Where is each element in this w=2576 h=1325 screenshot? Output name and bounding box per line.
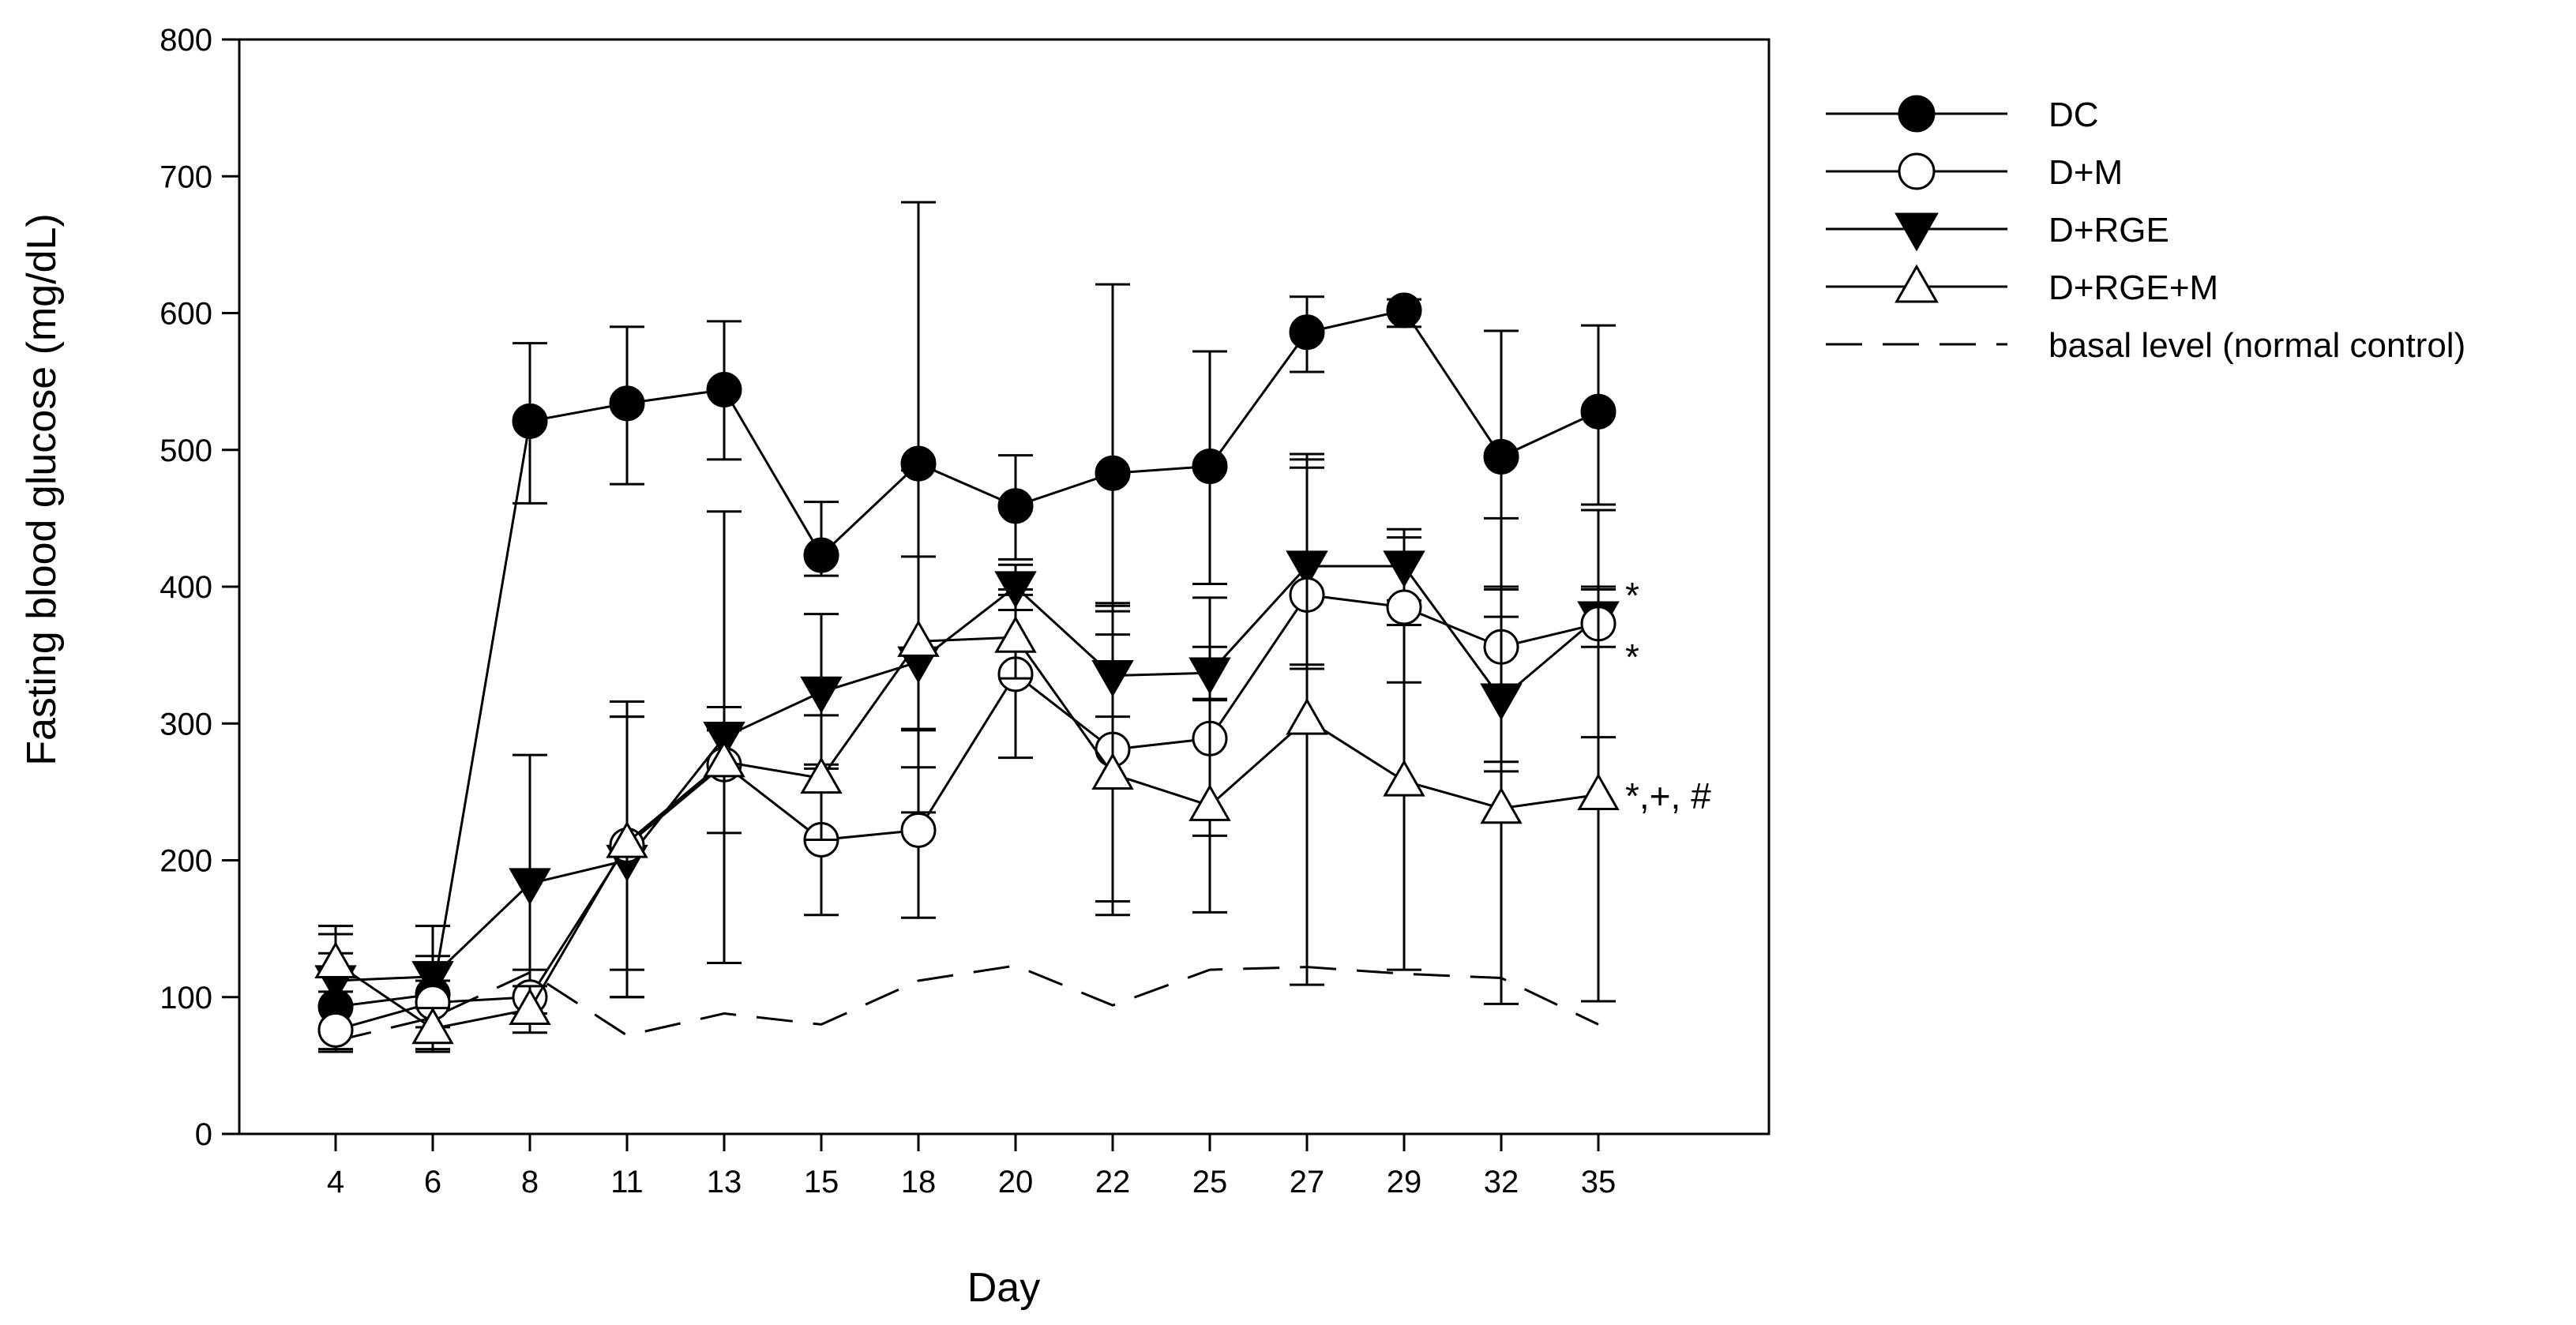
y-axis-title: Fasting blood glucose (mg/dL) xyxy=(19,213,65,766)
legend-marker xyxy=(1894,264,1939,303)
x-tick-label: 6 xyxy=(424,1165,441,1199)
data-point xyxy=(900,812,937,848)
data-point xyxy=(1580,393,1617,430)
data-point xyxy=(1289,314,1325,351)
y-axis: 0 100 200 300 400 500 600 700 800 xyxy=(160,23,239,1152)
legend-item-dc: DC xyxy=(1826,95,2099,134)
data-point xyxy=(1577,773,1620,810)
y-tick-label: 100 xyxy=(160,981,212,1015)
data-point xyxy=(897,620,940,657)
x-tick-label: 32 xyxy=(1484,1165,1519,1199)
legend-label: D+M xyxy=(2048,153,2123,192)
series-line xyxy=(335,593,1599,1031)
x-tick-label: 8 xyxy=(521,1165,539,1199)
data-point xyxy=(1091,753,1134,790)
series-dc xyxy=(317,201,1617,1053)
significance-annotation: * xyxy=(1625,636,1639,678)
data-point xyxy=(800,756,843,794)
x-tick-label: 15 xyxy=(804,1165,839,1199)
data-point xyxy=(1386,589,1422,625)
x-axis-title: Day xyxy=(967,1265,1040,1311)
x-tick-label: 13 xyxy=(707,1165,742,1199)
legend-marker xyxy=(1898,95,1936,133)
y-tick-label: 300 xyxy=(160,707,212,741)
y-tick-label: 800 xyxy=(160,23,212,58)
x-tick-label: 20 xyxy=(998,1165,1034,1199)
legend-item-basal-level-normal-control: basal level (normal control) xyxy=(1826,326,2465,365)
data-point xyxy=(1383,759,1425,797)
y-tick-label: 200 xyxy=(160,844,212,879)
data-point xyxy=(703,740,745,778)
data-point xyxy=(1480,786,1523,824)
legend-label: basal level (normal control) xyxy=(2048,326,2465,365)
legend-item-d-rge-m: D+RGE+M xyxy=(1826,264,2218,307)
series-layer xyxy=(314,201,1620,1053)
data-point xyxy=(1188,784,1231,821)
data-point xyxy=(509,868,551,906)
legend-label: DC xyxy=(2048,96,2099,134)
x-tick-label: 29 xyxy=(1387,1165,1422,1199)
x-tick-label: 27 xyxy=(1290,1165,1325,1199)
y-tick-label: 500 xyxy=(160,434,212,468)
data-point xyxy=(1192,449,1228,485)
series-line xyxy=(335,565,1599,982)
x-tick-label: 4 xyxy=(327,1165,344,1199)
significance-annotation: *,+, # xyxy=(1625,775,1711,816)
legend-marker xyxy=(1894,212,1939,252)
data-point xyxy=(314,941,357,979)
x-tick-label: 22 xyxy=(1095,1165,1131,1199)
y-tick-label: 700 xyxy=(160,160,212,194)
y-tick-label: 600 xyxy=(160,297,212,332)
series-line xyxy=(335,964,1599,1042)
legend-marker xyxy=(1898,152,1936,190)
legend-label: D+RGE xyxy=(2048,211,2169,250)
data-point xyxy=(803,537,839,573)
x-tick-label: 35 xyxy=(1581,1165,1617,1199)
x-tick-label: 11 xyxy=(610,1165,644,1199)
x-axis: 4 6 8 11 13 15 18 20 22 25 27 29 32 35 xyxy=(327,1134,1616,1199)
legend-item-d-rge: D+RGE xyxy=(1826,211,2169,252)
series-d-rge xyxy=(314,466,1620,1015)
x-tick-label: 18 xyxy=(901,1165,937,1199)
data-point xyxy=(1286,697,1328,735)
legend-label: D+RGE+M xyxy=(2048,268,2218,307)
annotation-layer: * * *,+, # xyxy=(1625,575,1711,816)
x-tick-label: 25 xyxy=(1192,1165,1228,1199)
series-basal-level-normal-control xyxy=(335,964,1599,1042)
data-point xyxy=(606,820,648,858)
data-point xyxy=(609,385,645,422)
significance-annotation: * xyxy=(1625,575,1639,616)
data-point xyxy=(1483,438,1519,475)
series-line xyxy=(335,636,1599,1030)
y-tick-label: 0 xyxy=(195,1117,212,1152)
series-d-rge-m xyxy=(314,452,1620,1051)
data-point xyxy=(317,1012,354,1048)
data-point xyxy=(800,676,843,714)
data-point xyxy=(411,1007,454,1045)
data-point xyxy=(411,961,454,998)
data-point xyxy=(706,372,742,408)
data-point xyxy=(509,988,551,1025)
legend: DC D+M D+RGE D+RGE+M basal level (normal con… xyxy=(1826,95,2465,365)
data-point xyxy=(994,615,1037,653)
legend-item-d-m: D+M xyxy=(1826,152,2123,192)
data-point xyxy=(1095,455,1131,491)
data-point xyxy=(997,488,1034,524)
y-tick-label: 400 xyxy=(160,570,212,605)
data-point xyxy=(512,403,548,439)
data-point xyxy=(1386,292,1422,328)
